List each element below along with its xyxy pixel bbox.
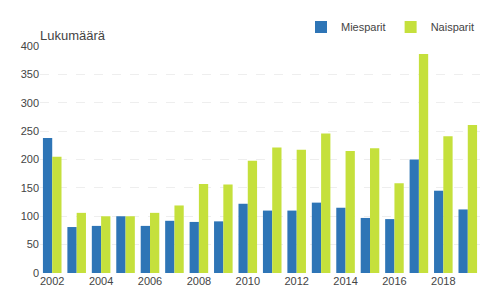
- svg-text:Naisparit: Naisparit: [431, 21, 474, 33]
- svg-text:50: 50: [27, 238, 39, 250]
- svg-text:350: 350: [21, 68, 39, 80]
- svg-text:400: 400: [21, 40, 39, 52]
- svg-text:Lukumäärä: Lukumäärä: [40, 28, 106, 43]
- svg-text:250: 250: [21, 125, 39, 137]
- svg-text:2014: 2014: [333, 275, 357, 287]
- svg-text:150: 150: [21, 182, 39, 194]
- svg-text:Miesparit: Miesparit: [341, 21, 386, 33]
- svg-text:2006: 2006: [138, 275, 162, 287]
- svg-text:2002: 2002: [40, 275, 64, 287]
- svg-text:2016: 2016: [382, 275, 406, 287]
- svg-text:2004: 2004: [89, 275, 113, 287]
- svg-text:2010: 2010: [236, 275, 260, 287]
- svg-text:100: 100: [21, 210, 39, 222]
- svg-text:2008: 2008: [187, 275, 211, 287]
- svg-text:2012: 2012: [284, 275, 308, 287]
- svg-text:0: 0: [33, 267, 39, 279]
- svg-text:300: 300: [21, 97, 39, 109]
- svg-text:200: 200: [21, 153, 39, 165]
- svg-text:2018: 2018: [431, 275, 455, 287]
